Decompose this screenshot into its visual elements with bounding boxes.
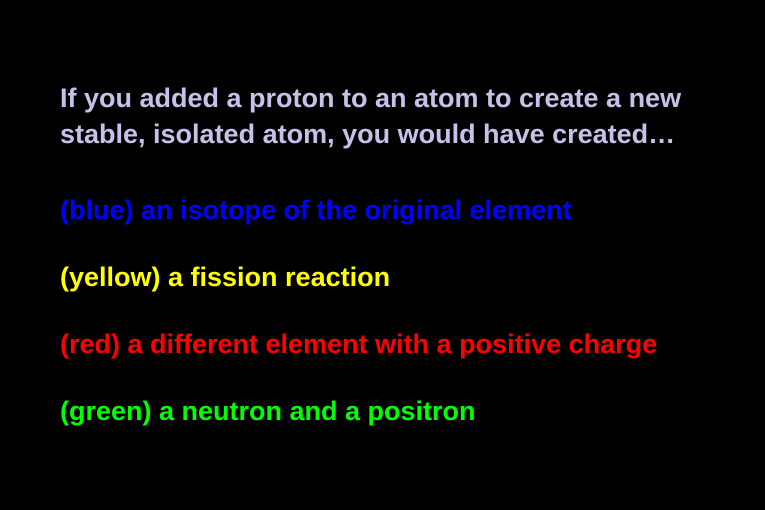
slide-container: If you added a proton to an atom to crea…: [0, 0, 765, 501]
answer-option-yellow: (yellow) a fission reaction: [60, 260, 705, 295]
answer-option-red: (red) a different element with a positiv…: [60, 327, 705, 362]
answer-option-green: (green) a neutron and a positron: [60, 394, 705, 429]
answer-option-blue: (blue) an isotope of the original elemen…: [60, 193, 705, 228]
question-text: If you added a proton to an atom to crea…: [60, 80, 705, 153]
